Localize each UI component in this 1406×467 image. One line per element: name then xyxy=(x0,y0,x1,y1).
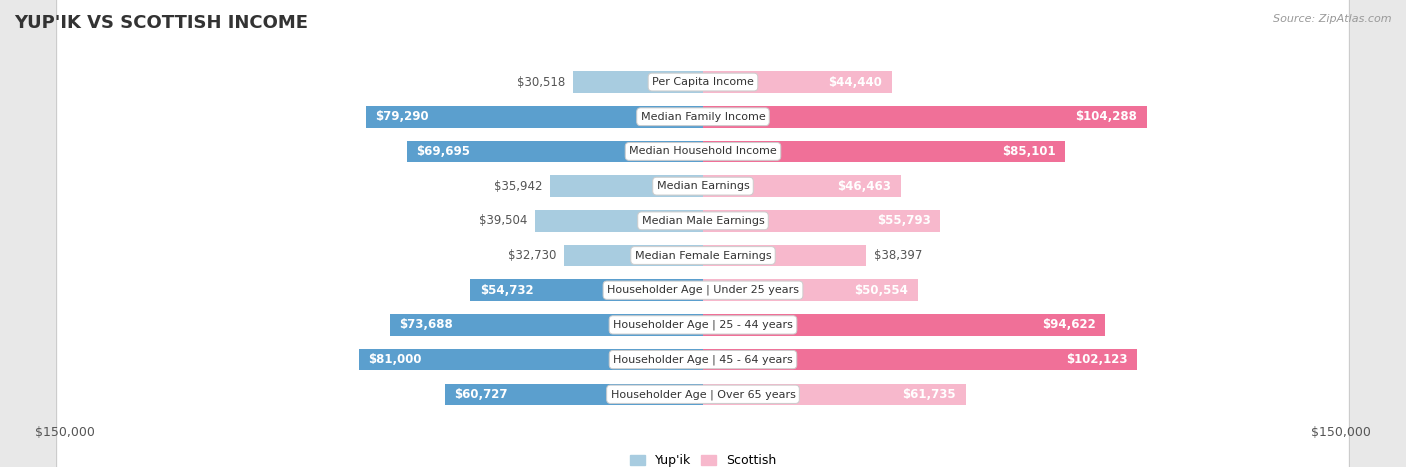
Text: $39,504: $39,504 xyxy=(479,214,527,227)
Text: $104,288: $104,288 xyxy=(1076,110,1137,123)
Bar xyxy=(703,383,966,405)
Text: Median Male Earnings: Median Male Earnings xyxy=(641,216,765,226)
Bar xyxy=(366,106,703,127)
Text: $30,518: $30,518 xyxy=(517,76,565,89)
Text: Source: ZipAtlas.com: Source: ZipAtlas.com xyxy=(1274,14,1392,24)
Bar xyxy=(703,176,901,197)
Bar xyxy=(703,106,1146,127)
Bar xyxy=(703,141,1064,162)
FancyBboxPatch shape xyxy=(56,0,1350,467)
FancyBboxPatch shape xyxy=(56,0,1350,467)
Text: $50,554: $50,554 xyxy=(855,284,908,297)
Bar xyxy=(550,176,703,197)
FancyBboxPatch shape xyxy=(56,0,1350,467)
Text: Householder Age | Over 65 years: Householder Age | Over 65 years xyxy=(610,389,796,400)
Text: Median Family Income: Median Family Income xyxy=(641,112,765,122)
FancyBboxPatch shape xyxy=(56,0,1350,467)
Text: $61,735: $61,735 xyxy=(903,388,956,401)
Text: $102,123: $102,123 xyxy=(1066,353,1128,366)
Text: Per Capita Income: Per Capita Income xyxy=(652,77,754,87)
Text: $73,688: $73,688 xyxy=(399,318,453,332)
Bar xyxy=(389,314,703,336)
FancyBboxPatch shape xyxy=(56,0,1350,467)
Text: Householder Age | 25 - 44 years: Householder Age | 25 - 44 years xyxy=(613,319,793,330)
Legend: Yup'ik, Scottish: Yup'ik, Scottish xyxy=(624,449,782,467)
Text: $85,101: $85,101 xyxy=(1001,145,1056,158)
FancyBboxPatch shape xyxy=(56,0,1350,467)
Bar xyxy=(406,141,703,162)
Text: $55,793: $55,793 xyxy=(877,214,931,227)
FancyBboxPatch shape xyxy=(56,0,1350,467)
Bar xyxy=(564,245,703,266)
Text: $38,397: $38,397 xyxy=(875,249,922,262)
Bar xyxy=(574,71,703,93)
Text: $81,000: $81,000 xyxy=(368,353,422,366)
Bar xyxy=(703,71,891,93)
Bar xyxy=(703,245,866,266)
FancyBboxPatch shape xyxy=(56,0,1350,467)
FancyBboxPatch shape xyxy=(56,0,1350,467)
Text: $46,463: $46,463 xyxy=(837,180,891,192)
FancyBboxPatch shape xyxy=(56,0,1350,467)
Text: $44,440: $44,440 xyxy=(828,76,883,89)
Bar xyxy=(703,314,1105,336)
Bar xyxy=(703,349,1137,370)
Bar xyxy=(359,349,703,370)
Bar xyxy=(703,210,941,232)
Bar xyxy=(703,279,918,301)
Text: $69,695: $69,695 xyxy=(416,145,470,158)
Bar xyxy=(536,210,703,232)
Text: Householder Age | 45 - 64 years: Householder Age | 45 - 64 years xyxy=(613,354,793,365)
Text: Householder Age | Under 25 years: Householder Age | Under 25 years xyxy=(607,285,799,296)
Bar xyxy=(470,279,703,301)
Text: $35,942: $35,942 xyxy=(494,180,543,192)
Text: $79,290: $79,290 xyxy=(375,110,429,123)
Text: $60,727: $60,727 xyxy=(454,388,508,401)
Text: Median Earnings: Median Earnings xyxy=(657,181,749,191)
Text: Median Female Earnings: Median Female Earnings xyxy=(634,250,772,261)
Text: Median Household Income: Median Household Income xyxy=(628,147,778,156)
Text: YUP'IK VS SCOTTISH INCOME: YUP'IK VS SCOTTISH INCOME xyxy=(14,14,308,32)
Bar xyxy=(444,383,703,405)
Text: $54,732: $54,732 xyxy=(479,284,533,297)
Text: $94,622: $94,622 xyxy=(1042,318,1095,332)
Text: $32,730: $32,730 xyxy=(508,249,557,262)
